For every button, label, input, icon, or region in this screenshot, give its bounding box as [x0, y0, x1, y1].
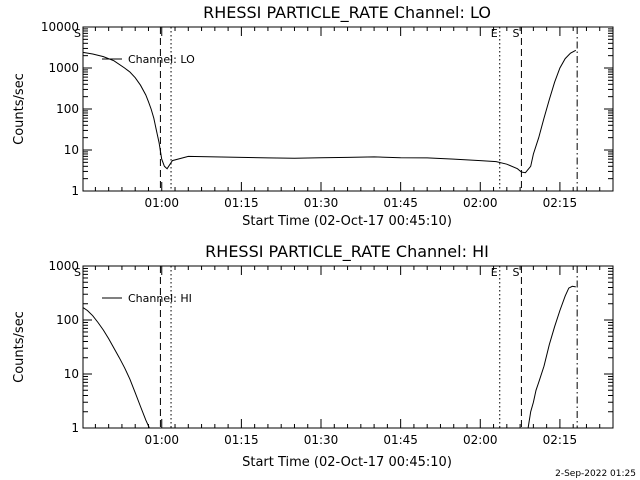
panel-lo-x-ticks: 01:00 01:15 01:30 01:45 02:00 02:15 [94, 27, 614, 210]
panel-lo-y-axis-label: Counts/sec [12, 73, 27, 145]
panel-hi-legend: Channel: HI [102, 292, 192, 305]
panel-hi-y-tick-label: 1000 [48, 259, 79, 273]
panel-lo-marker-label: S [512, 27, 519, 40]
panel-lo-y-tick-label: 1000 [48, 61, 79, 75]
panel-hi: RHESSI PARTICLE_RATE Channel: HI S E S 1 10… [12, 242, 614, 470]
panel-hi-x-tick-label: 01:15 [224, 433, 259, 447]
panel-lo-x-tick-label: 02:00 [463, 196, 498, 210]
panel-lo-y-tick-label: 10 [64, 143, 79, 157]
panel-lo-y-tick-label: 1 [71, 184, 79, 198]
panel-lo-x-tick-label: 01:45 [383, 196, 418, 210]
panel-lo-marker-label: E [491, 27, 498, 40]
panel-lo-x-axis-label: Start Time (02-Oct-17 00:45:10) [242, 214, 452, 229]
panel-lo-marker-label: S [74, 27, 81, 40]
panel-hi-x-ticks: 01:00 01:15 01:30 01:45 02:00 02:15 [94, 266, 614, 447]
panel-hi-x-tick-label: 01:30 [304, 433, 339, 447]
panel-hi-x-tick-label: 01:45 [383, 433, 418, 447]
panel-hi-y-tick-label: 10 [64, 367, 79, 381]
panel-hi-marker-label: E [491, 266, 498, 279]
panel-hi-frame [82, 265, 614, 429]
panel-hi-x-tick-label: 01:00 [144, 433, 179, 447]
panel-hi-x-tick-label: 02:15 [543, 433, 578, 447]
panel-hi-title: RHESSI PARTICLE_RATE Channel: HI [205, 242, 489, 262]
panel-lo-x-tick-label: 01:00 [144, 196, 179, 210]
panel-hi-x-tick-label: 02:00 [463, 433, 498, 447]
panel-lo-x-tick-label: 02:15 [543, 196, 578, 210]
panel-lo-y-tick-label: 100 [56, 102, 79, 116]
panel-hi-y-tick-label: 100 [56, 313, 79, 327]
panel-lo: RHESSI PARTICLE_RATE Channel: LO S E S 1 10… [12, 3, 614, 229]
panel-lo-y-tick-label: 10000 [41, 20, 79, 34]
panel-lo-frame [82, 26, 614, 192]
panel-hi-y-ticks: 1 10 100 1000 [48, 259, 613, 435]
panel-lo-legend: Channel: LO [102, 53, 195, 66]
panel-lo-legend-label: Channel: LO [128, 53, 195, 66]
footer-timestamp: 2-Sep-2022 01:25 [555, 469, 636, 479]
panel-lo-series-line [82, 49, 577, 174]
panel-hi-y-tick-label: 1 [71, 421, 79, 435]
panel-hi-y-axis-label: Counts/sec [12, 311, 27, 383]
panel-hi-marker-label: S [512, 266, 519, 279]
panel-lo-x-tick-label: 01:30 [304, 196, 339, 210]
panel-lo-x-tick-label: 01:15 [224, 196, 259, 210]
panel-lo-title: RHESSI PARTICLE_RATE Channel: LO [203, 3, 491, 23]
panel-hi-series-line [82, 285, 576, 429]
panel-lo-y-ticks: 1 10 100 1000 10000 [41, 20, 613, 198]
panel-hi-x-axis-label: Start Time (02-Oct-17 00:45:10) [242, 455, 452, 470]
panel-hi-legend-label: Channel: HI [128, 292, 192, 305]
panel-hi-marker-label: S [74, 266, 81, 279]
